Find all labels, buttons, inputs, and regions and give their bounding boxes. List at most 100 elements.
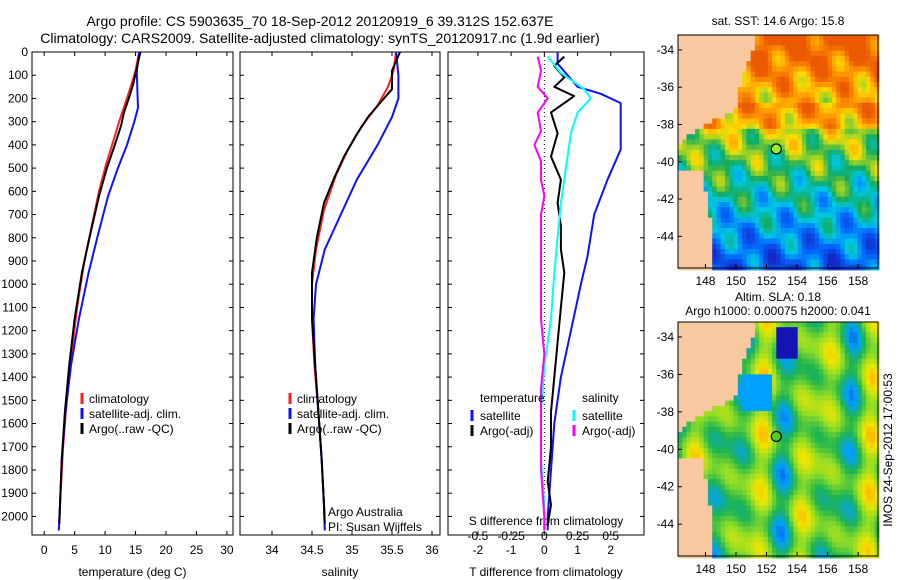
imos-timestamp: IMOS 24-Sep-2012 17:00:53 (881, 373, 895, 527)
depth-tick-label: 200 (8, 91, 28, 105)
x2-axis-label: S difference from climatology (469, 514, 624, 528)
sst-map-title: sat. SST: 14.6 Argo: 15.8 (712, 14, 845, 28)
depth-tick-label: 1600 (1, 417, 28, 431)
depth-tick-label: 700 (8, 208, 28, 222)
lat-tick-label: -36 (657, 367, 675, 381)
depth-tick-label: 1400 (1, 370, 28, 384)
x-axis-label: temperature (deg C) (78, 565, 186, 579)
depth-tick-label: 900 (8, 254, 28, 268)
argo-position-marker (770, 430, 782, 443)
lon-tick-label: 152 (757, 274, 777, 288)
legend-label: climatology (89, 392, 149, 406)
lat-tick-label: -36 (657, 80, 675, 94)
x-tick-label: 15 (129, 543, 143, 557)
lat-tick-label: -40 (657, 442, 675, 456)
lat-tick-label: -38 (657, 117, 675, 131)
legend-label: satellite (480, 409, 521, 423)
plot-frame (447, 51, 645, 536)
legend-label: Argo(-adj) (582, 424, 635, 438)
map-field (678, 35, 880, 271)
legend-header-temperature: temperature (480, 391, 545, 405)
depth-tick-label: 1900 (1, 486, 28, 500)
depth-tick-label: 100 (8, 68, 28, 82)
x-tick-label: 2 (607, 543, 614, 557)
profile-panel-1: 0100200300400500600700800900100011001200… (1, 45, 234, 579)
depth-tick-label: 1300 (1, 347, 28, 361)
sst-map: -34 -36 -38 -40 -42 -44 148 150 152 154 156 158 (657, 34, 880, 288)
lon-tick-label: 148 (695, 562, 715, 576)
depth-tick-label: 500 (8, 161, 28, 175)
x-axis-label: salinity (322, 565, 359, 579)
lon-tick-label: 156 (818, 274, 838, 288)
depth-tick-label: 300 (8, 115, 28, 129)
x2-tick-label: 0.25 (566, 529, 590, 543)
x2-tick-label: 0.5 (602, 529, 619, 543)
x-tick-label: 30 (220, 543, 234, 557)
credit-line2: PI: Susan Wijffels (328, 520, 422, 534)
x2-tick-label: 0 (541, 529, 548, 543)
x-tick-label: 20 (159, 543, 173, 557)
profile-panel-2: 34 34.5 35 35.5 36 salinity climatologysatelli… (239, 51, 441, 579)
series-line-temperature-argo-adj- (546, 55, 576, 526)
x-tick-label: 35.5 (380, 543, 404, 557)
depth-tick-label: 1200 (1, 324, 28, 338)
depth-tick-label: 0 (21, 45, 28, 59)
x2-tick-label: -0.5 (468, 529, 489, 543)
series-line-temperature-satellite (546, 52, 622, 531)
credit-line1: Argo Australia (328, 505, 403, 519)
depth-tick-label: 1100 (2, 300, 28, 314)
depth-tick-label: 400 (8, 138, 28, 152)
lat-tick-label: -34 (657, 330, 675, 344)
plot-frame (31, 51, 234, 536)
lat-tick-label: -42 (657, 192, 675, 206)
x-tick-label: 36 (425, 543, 439, 557)
series-line-salinity-argo-adj- (533, 56, 549, 531)
argo-position-marker (770, 143, 782, 155)
lat-tick-label: -40 (657, 155, 675, 169)
x-tick-label: 35 (345, 543, 359, 557)
depth-tick-label: 1500 (1, 393, 28, 407)
legend-label: Argo(..raw -QC) (89, 422, 174, 436)
sla-map-title-1: Altim. SLA: 0.18 (735, 290, 821, 304)
x-tick-label: 25 (190, 543, 204, 557)
x-tick-label: 1 (574, 543, 581, 557)
series-line-argo-raw-qc- (311, 51, 401, 524)
legend-header-salinity: salinity (582, 391, 619, 405)
legend-label: Argo(-adj) (480, 424, 533, 438)
sla-map: -34 -36 -38 -40 -42 -44 148 150 152 154 156 158 (657, 321, 880, 576)
legend-label: Argo(..raw -QC) (297, 422, 382, 436)
sla-map-title-2: Argo h1000: 0.00075 h2000: 0.041 (685, 304, 871, 318)
depth-tick-label: 800 (8, 231, 28, 245)
lat-tick-label: -44 (657, 517, 675, 531)
x-tick-label: 34 (265, 543, 279, 557)
lon-tick-label: 150 (726, 562, 746, 576)
figure-title-line2: Climatology: CARS2009. Satellite-adjuste… (40, 30, 600, 46)
legend-label: satellite-adj. clim. (297, 407, 389, 421)
legend-label: satellite (582, 409, 623, 423)
map-frame (677, 321, 879, 557)
lon-tick-label: 152 (757, 562, 777, 576)
series-line-argo-raw-qc- (58, 51, 142, 524)
x2-tick-label: -0.25 (497, 529, 525, 543)
x-tick-label: 0 (541, 543, 548, 557)
lat-tick-label: -38 (657, 405, 675, 419)
depth-tick-label: 1800 (1, 463, 28, 477)
lat-tick-label: -42 (657, 480, 675, 494)
x-tick-label: 10 (98, 543, 112, 557)
lon-tick-label: 156 (818, 562, 838, 576)
x-tick-label: 5 (71, 543, 78, 557)
x-tick-label: 34.5 (300, 543, 324, 557)
depth-tick-label: 1700 (1, 440, 28, 454)
lon-tick-label: 158 (848, 274, 868, 288)
figure-title-line1: Argo profile: CS 5903635_70 18-Sep-2012 … (86, 13, 554, 29)
map-frame (677, 34, 879, 269)
plot-frame (239, 51, 441, 536)
lon-tick-label: 154 (787, 274, 807, 288)
depth-tick-label: 2000 (1, 509, 28, 523)
x-tick-label: -1 (506, 543, 517, 557)
legend-label: climatology (297, 392, 357, 406)
lat-tick-label: -34 (657, 43, 675, 57)
profile-panel-3: -2 -1 0 1 2 T difference from climatology S di… (447, 51, 645, 579)
x-tick-label: -2 (473, 543, 484, 557)
